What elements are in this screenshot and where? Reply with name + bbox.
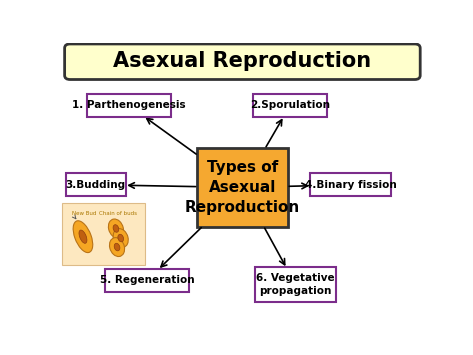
Text: 2.Sporulation: 2.Sporulation (250, 100, 330, 110)
Text: Types of
Asexual
Reproduction: Types of Asexual Reproduction (185, 160, 300, 215)
Ellipse shape (113, 225, 119, 232)
Text: 3.Budding: 3.Budding (66, 180, 126, 190)
Text: Chain of buds: Chain of buds (99, 211, 138, 216)
Text: 5. Regeneration: 5. Regeneration (100, 275, 194, 285)
FancyBboxPatch shape (61, 203, 145, 265)
FancyBboxPatch shape (87, 94, 171, 117)
Text: Asexual Reproduction: Asexual Reproduction (114, 51, 371, 71)
FancyBboxPatch shape (255, 267, 336, 302)
FancyBboxPatch shape (66, 173, 126, 196)
Text: 1. Parthenogenesis: 1. Parthenogenesis (72, 100, 185, 110)
FancyBboxPatch shape (254, 94, 327, 117)
Ellipse shape (109, 237, 124, 257)
FancyBboxPatch shape (105, 269, 189, 292)
FancyBboxPatch shape (65, 44, 420, 80)
Text: 6. Vegetative
propagation: 6. Vegetative propagation (256, 273, 335, 296)
Ellipse shape (79, 230, 87, 243)
FancyBboxPatch shape (197, 148, 288, 227)
Ellipse shape (108, 219, 123, 238)
Ellipse shape (114, 243, 120, 251)
Text: 4.Binary fission: 4.Binary fission (305, 180, 396, 190)
Ellipse shape (113, 229, 128, 247)
FancyBboxPatch shape (310, 173, 391, 196)
Text: New Bud: New Bud (72, 211, 96, 216)
Ellipse shape (118, 234, 123, 242)
Ellipse shape (73, 221, 93, 253)
